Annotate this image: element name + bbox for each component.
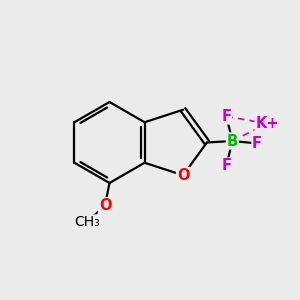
Text: CH₃: CH₃ [74, 215, 100, 229]
Text: O: O [99, 198, 111, 213]
Text: F: F [221, 109, 231, 124]
Text: F: F [252, 136, 262, 151]
Text: O: O [177, 168, 189, 183]
Text: B: B [227, 134, 238, 148]
Text: K+: K+ [255, 116, 279, 131]
Text: F: F [221, 158, 231, 173]
